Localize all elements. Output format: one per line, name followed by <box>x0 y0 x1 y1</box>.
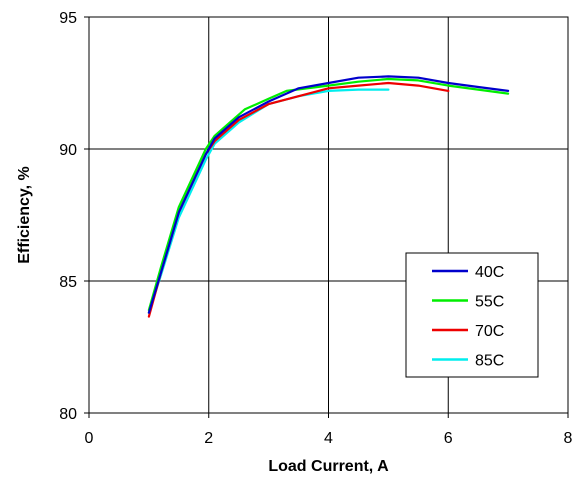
x-tick-label: 4 <box>324 430 333 447</box>
x-axis-title: Load Current, A <box>268 458 389 475</box>
y-tick-label: 80 <box>59 406 77 423</box>
y-tick-label: 95 <box>59 10 77 27</box>
tick-labels: 0 2 4 6 8 80 85 90 95 <box>59 10 572 447</box>
legend-label-40c: 40C <box>475 264 504 281</box>
series-lines <box>147 75 510 318</box>
legend-label-70c: 70C <box>475 323 504 340</box>
legend-box <box>405 252 539 378</box>
y-axis-title: Efficiency, % <box>16 166 33 264</box>
series-line-85c <box>147 88 390 314</box>
legend-label-55c: 55C <box>475 294 504 311</box>
legend: 40C 55C 70C 85C <box>405 252 539 378</box>
legend-label-85c: 85C <box>475 353 504 370</box>
series-line-40c <box>147 75 510 314</box>
x-tick-label: 8 <box>564 430 573 447</box>
y-tick-label: 90 <box>59 142 77 159</box>
x-tick-label: 6 <box>444 430 453 447</box>
x-tick-label: 0 <box>85 430 94 447</box>
x-tick-label: 2 <box>204 430 213 447</box>
series-line-55c <box>147 77 510 312</box>
y-tick-label: 85 <box>59 274 77 291</box>
